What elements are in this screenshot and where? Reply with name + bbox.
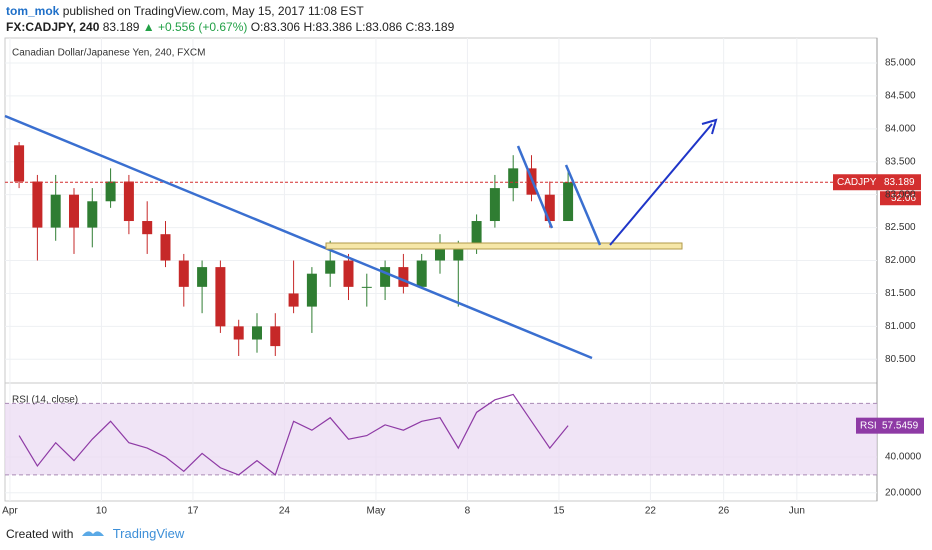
x-tick-label: 8 [465, 506, 471, 517]
close: C:83.189 [405, 20, 455, 34]
x-tick-label: 15 [553, 506, 565, 517]
brand[interactable]: TradingView [112, 526, 185, 541]
last-symbol: CADJPY [837, 177, 877, 188]
x-tick-label: Apr [2, 506, 18, 517]
rsi-tag [856, 417, 924, 434]
symbol: FX:CADJPY, 240 [6, 20, 100, 34]
high: H:83.386 [303, 20, 353, 34]
y-tick-label: 83.000 [885, 189, 916, 200]
drawn-leg [516, 145, 554, 229]
x-tick-label: 17 [187, 506, 199, 517]
arrow [609, 123, 713, 246]
x-tick-label: 26 [718, 506, 730, 517]
y-tick-label: 20.0000 [885, 487, 922, 498]
footer: Created with TradingView [6, 526, 184, 541]
change: ▲ +0.556 (+0.67%) [142, 20, 248, 34]
candle-body [306, 273, 317, 307]
candle-body [197, 267, 208, 287]
low: L:83.086 [355, 20, 403, 34]
chart-title: Canadian Dollar/Japanese Yen, 240, FXCM [12, 48, 205, 59]
y-tick-label: 80.500 [885, 354, 916, 365]
candle-body [233, 326, 244, 340]
y-tick-label: 81.500 [885, 288, 916, 299]
candle-body [105, 181, 116, 202]
candle-body [343, 260, 354, 287]
y-tick-label: 82.000 [885, 255, 916, 266]
candle-body [471, 221, 482, 248]
candle-body [142, 221, 153, 235]
candle-body [178, 260, 189, 287]
y-tick-label: 81.000 [885, 321, 916, 332]
y-tick-label: 83.500 [885, 156, 916, 167]
x-tick-label: May [366, 506, 385, 517]
candle-body [434, 247, 445, 261]
countdown-tag [880, 191, 921, 206]
created: Created with [6, 527, 74, 541]
y-tick-label: 82.500 [885, 222, 916, 233]
candle-body [361, 286, 372, 288]
tv-logo [82, 531, 104, 536]
rsi-band [5, 403, 877, 475]
candle-body [14, 145, 25, 182]
rsi-line [18, 393, 569, 476]
marks: CADJPY 83.189 52:06 RSI 57.5459 [5, 142, 924, 476]
y-tick-label: 84.500 [885, 91, 916, 102]
user[interactable]: tom_mok [6, 4, 60, 18]
candle-body [563, 182, 574, 222]
y-tick-label: 85.000 [885, 58, 916, 69]
price: 83.189 [102, 20, 140, 34]
candle-body [215, 267, 226, 327]
x-tick-label: Jun [789, 506, 805, 517]
candle-body [160, 234, 171, 261]
candle-body [68, 194, 79, 228]
candle-body [87, 201, 98, 228]
drawn-leg [564, 164, 602, 246]
header: tom_mok published on TradingView.com, Ma… [6, 3, 454, 35]
arrow-head [701, 118, 718, 135]
candle-body [398, 267, 409, 287]
support-zone [325, 242, 683, 250]
candle-body [123, 181, 134, 222]
candle-body [416, 260, 427, 287]
candle-body [380, 267, 391, 287]
x-tick-label: 22 [645, 506, 657, 517]
countdown: 52:06 [891, 193, 916, 204]
candle-body [453, 247, 464, 261]
candle-body [508, 168, 519, 189]
rsi-title: RSI (14, close) [12, 395, 78, 406]
y-tick-label: 40.0000 [885, 452, 922, 463]
candle-body [544, 194, 555, 222]
candle-body [489, 188, 500, 222]
candle-body [32, 181, 43, 228]
published: published on TradingView.com, May 15, 20… [62, 4, 364, 18]
x-tick-label: 24 [279, 506, 291, 517]
candle-body [288, 293, 299, 307]
y-tick-label: 84.000 [885, 123, 916, 134]
candle-body [325, 260, 336, 274]
rsi-tag-name: RSI [860, 420, 877, 431]
grid [5, 38, 877, 501]
trend-line [4, 114, 593, 360]
rsi-tag-value: 57.5459 [882, 420, 919, 431]
last-price: 83.189 [884, 177, 915, 188]
candle-body [50, 194, 61, 228]
open: O:83.306 [250, 20, 301, 34]
candle-body [251, 326, 262, 340]
x-tick-label: 10 [96, 506, 108, 517]
candle-body [270, 326, 281, 347]
last-price-tag [833, 174, 921, 191]
